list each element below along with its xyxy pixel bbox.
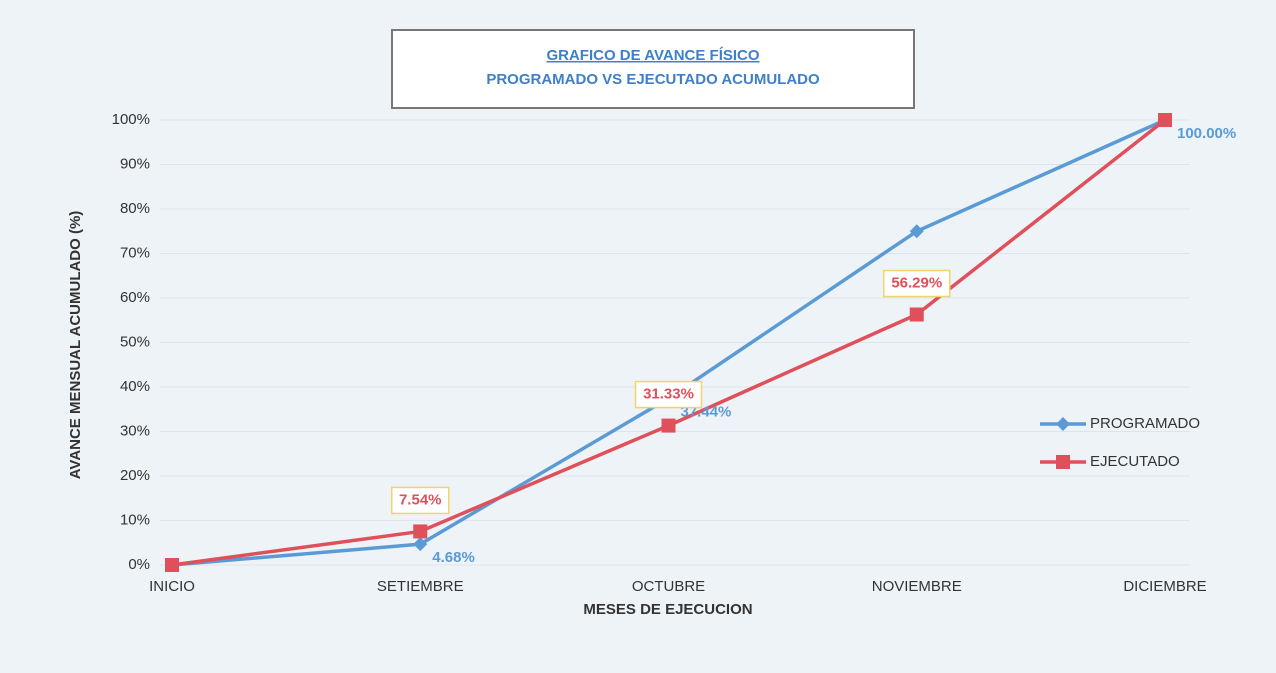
marker [165,558,179,572]
data-label-box [634,380,703,409]
data-label: 100.00% [1177,125,1236,142]
legend-marker [1056,455,1070,469]
marker [909,307,924,322]
marker [1158,113,1172,127]
y-axis-label: AVANCE MENSUAL ACUMULADO (%) [67,211,84,480]
x-axis-label: MESES DE EJECUCION [583,601,752,618]
y-tick-label: 100% [112,111,150,128]
x-tick-label: OCTUBRE [632,578,705,595]
legend-label: EJECUTADO [1090,453,1180,470]
legend-label: PROGRAMADO [1090,415,1200,432]
y-tick-label: 70% [120,244,150,261]
y-tick-label: 20% [120,467,150,484]
data-label: 31.33% [643,386,694,403]
marker [413,537,428,552]
x-tick-label: DICIEMBRE [1123,578,1206,595]
data-label-box [391,486,450,515]
data-label: 7.54% [399,491,442,508]
y-tick-label: 10% [120,511,150,528]
y-tick-label: 90% [120,155,150,172]
marker [661,418,676,433]
chart-subtitle: PROGRAMADO VS EJECUTADO ACUMULADO [486,71,820,88]
x-tick-label: INICIO [149,578,195,595]
y-tick-label: 60% [120,289,150,306]
data-label: 4.68% [432,549,475,566]
legend-marker [1056,417,1070,431]
y-tick-label: 80% [120,200,150,217]
y-tick-label: 50% [120,333,150,350]
y-tick-label: 30% [120,422,150,439]
y-tick-label: 40% [120,378,150,395]
x-tick-label: SETIEMBRE [377,578,464,595]
chart-title: GRAFICO DE AVANCE FÍSICO [546,47,759,64]
data-label-box [883,269,951,298]
marker [413,524,428,539]
marker [909,224,924,239]
title-box [391,29,915,109]
y-tick-label: 0% [128,556,150,573]
data-label: 56.29% [891,274,942,291]
x-tick-label: NOVIEMBRE [872,578,962,595]
